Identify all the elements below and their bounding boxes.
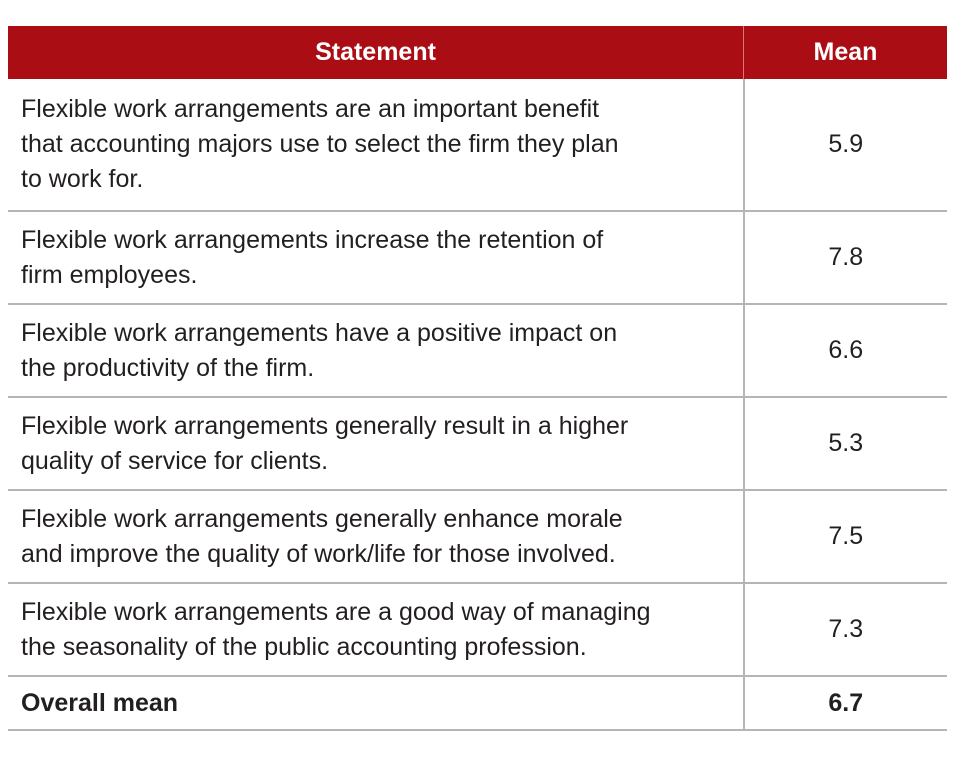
statement-cell: Flexible work arrangements are an import…	[8, 79, 745, 212]
table-row: Flexible work arrangements generally res…	[8, 397, 947, 491]
column-header-statement: Statement	[8, 26, 744, 79]
table-row: Flexible work arrangements are an import…	[8, 79, 947, 212]
mean-cell: 7.3	[743, 583, 947, 677]
statement-line: the productivity of the firm.	[21, 353, 315, 382]
statement-line: Flexible work arrangements generally res…	[21, 411, 629, 440]
statement-line: and improve the quality of work/life for…	[21, 539, 616, 568]
statement-line: the seasonality of the public accounting…	[21, 632, 587, 661]
statement-cell: Flexible work arrangements have a positi…	[8, 304, 745, 398]
statement-line: Flexible work arrangements are an import…	[21, 95, 600, 123]
mean-cell: 5.9	[743, 79, 947, 212]
statement-line: firm employees.	[21, 260, 198, 289]
overall-mean-row: Overall mean 6.7	[8, 676, 947, 731]
mean-cell: 7.8	[743, 211, 947, 305]
statement-cell: Flexible work arrangements generally res…	[8, 397, 745, 491]
column-header-mean: Mean	[743, 26, 947, 79]
table-row: Flexible work arrangements generally enh…	[8, 490, 947, 584]
statement-cell: Flexible work arrangements are a good wa…	[8, 583, 745, 677]
survey-means-table: Statement Mean Flexible work arrangement…	[8, 26, 947, 731]
statement-line: that accounting majors use to select the…	[21, 130, 619, 158]
statement-line: to work for.	[21, 165, 144, 193]
table-row: Flexible work arrangements increase the …	[8, 211, 947, 305]
statement-line: Flexible work arrangements generally enh…	[21, 504, 623, 533]
statement-cell: Flexible work arrangements generally enh…	[8, 490, 745, 584]
statement-line: quality of service for clients.	[21, 446, 329, 475]
mean-cell: 5.3	[743, 397, 947, 491]
table-row: Flexible work arrangements have a positi…	[8, 304, 947, 398]
statement-line: Flexible work arrangements increase the …	[21, 225, 604, 254]
mean-cell: 7.5	[743, 490, 947, 584]
statement-cell: Flexible work arrangements increase the …	[8, 211, 745, 305]
overall-mean-label: Overall mean	[8, 676, 745, 731]
overall-mean-value: 6.7	[743, 676, 947, 731]
mean-cell: 6.6	[743, 304, 947, 398]
statement-line: Flexible work arrangements have a positi…	[21, 318, 618, 347]
statement-line: Flexible work arrangements are a good wa…	[21, 597, 651, 626]
table-row: Flexible work arrangements are a good wa…	[8, 583, 947, 677]
table-header-row: Statement Mean	[8, 26, 947, 79]
